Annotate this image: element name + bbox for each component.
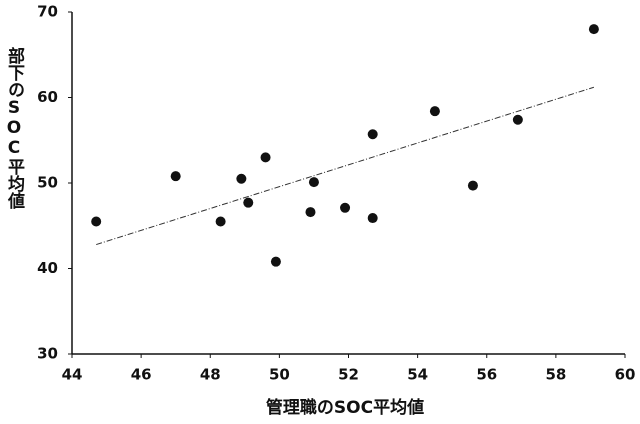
x-tick-label: 52	[338, 366, 359, 384]
point	[91, 216, 102, 227]
point	[367, 213, 378, 224]
point	[243, 197, 254, 208]
x-tick-label: 58	[545, 366, 566, 384]
y-axis-title: 部下のSOC平均値	[4, 46, 26, 210]
x-tick-label: 46	[131, 366, 152, 384]
x-tick-label: 56	[476, 366, 497, 384]
x-tick-label: 44	[62, 366, 83, 384]
point	[215, 216, 226, 227]
point	[512, 114, 523, 125]
y-tick-label: 50	[37, 174, 58, 192]
y-tick-label: 40	[37, 259, 58, 277]
point	[340, 202, 351, 213]
x-tick-label: 54	[407, 366, 428, 384]
point	[308, 177, 319, 188]
point	[467, 180, 478, 191]
point	[260, 152, 271, 163]
trend-line	[96, 86, 595, 246]
x-tick-label: 60	[615, 366, 636, 384]
x-tick-label: 50	[269, 366, 290, 384]
point	[305, 207, 316, 218]
point	[367, 129, 378, 140]
point	[170, 171, 181, 182]
point	[588, 24, 599, 35]
point	[236, 173, 247, 184]
y-tick-label: 60	[37, 88, 58, 106]
point	[429, 106, 440, 117]
x-axis-title: 管理職のSOC平均値	[266, 397, 424, 418]
x-tick-label: 48	[200, 366, 221, 384]
point	[270, 256, 281, 267]
y-tick-label: 30	[37, 345, 58, 363]
y-tick-label: 70	[37, 3, 58, 21]
